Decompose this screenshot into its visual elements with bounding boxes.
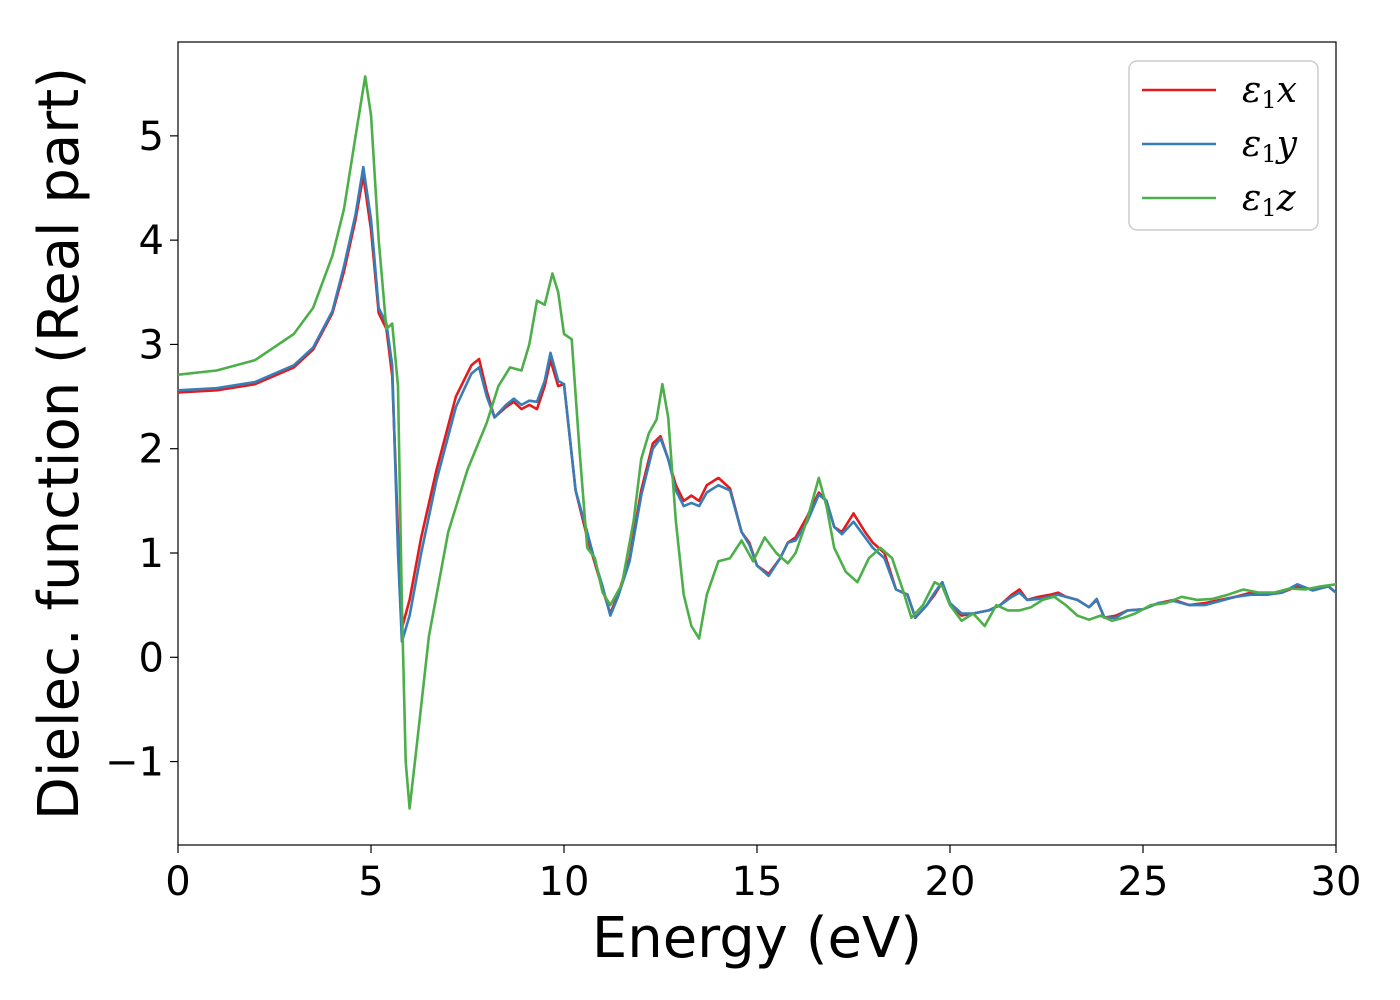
y-axis: −1 0 1 2 3 4 5 xyxy=(105,114,178,786)
x-axis: 0 5 10 15 20 25 30 xyxy=(165,845,1361,905)
series-lines xyxy=(178,75,1336,810)
x-tick-label: 0 xyxy=(165,859,190,905)
x-tick-label: 20 xyxy=(925,859,976,905)
series-line-y xyxy=(178,165,1336,643)
y-tick-label: −1 xyxy=(105,740,164,786)
legend-label-x: ε1x xyxy=(1242,70,1297,114)
y-tick-label: 1 xyxy=(139,531,164,577)
y-tick-label: 4 xyxy=(139,218,164,264)
x-tick-label: 5 xyxy=(358,859,383,905)
legend-label-y: ε1y xyxy=(1242,124,1298,168)
x-tick-label: 15 xyxy=(732,859,783,905)
y-tick-label: 2 xyxy=(139,427,164,473)
y-tick-label: 0 xyxy=(139,635,164,681)
legend: ε1x ε1y ε1z xyxy=(1128,60,1319,231)
series-line-z xyxy=(178,75,1336,810)
legend-box xyxy=(1128,60,1319,231)
x-axis-title: Energy (eV) xyxy=(592,906,922,971)
y-tick-label: 3 xyxy=(139,322,164,368)
x-tick-label: 25 xyxy=(1118,859,1169,905)
y-tick-label: 5 xyxy=(139,114,164,160)
legend-label-z: ε1z xyxy=(1242,178,1297,222)
legend-items: ε1x ε1y ε1z xyxy=(1142,70,1298,222)
x-tick-label: 30 xyxy=(1311,859,1362,905)
x-tick-label: 10 xyxy=(539,859,590,905)
y-axis-title: Dielec. function (Real part) xyxy=(27,67,92,820)
